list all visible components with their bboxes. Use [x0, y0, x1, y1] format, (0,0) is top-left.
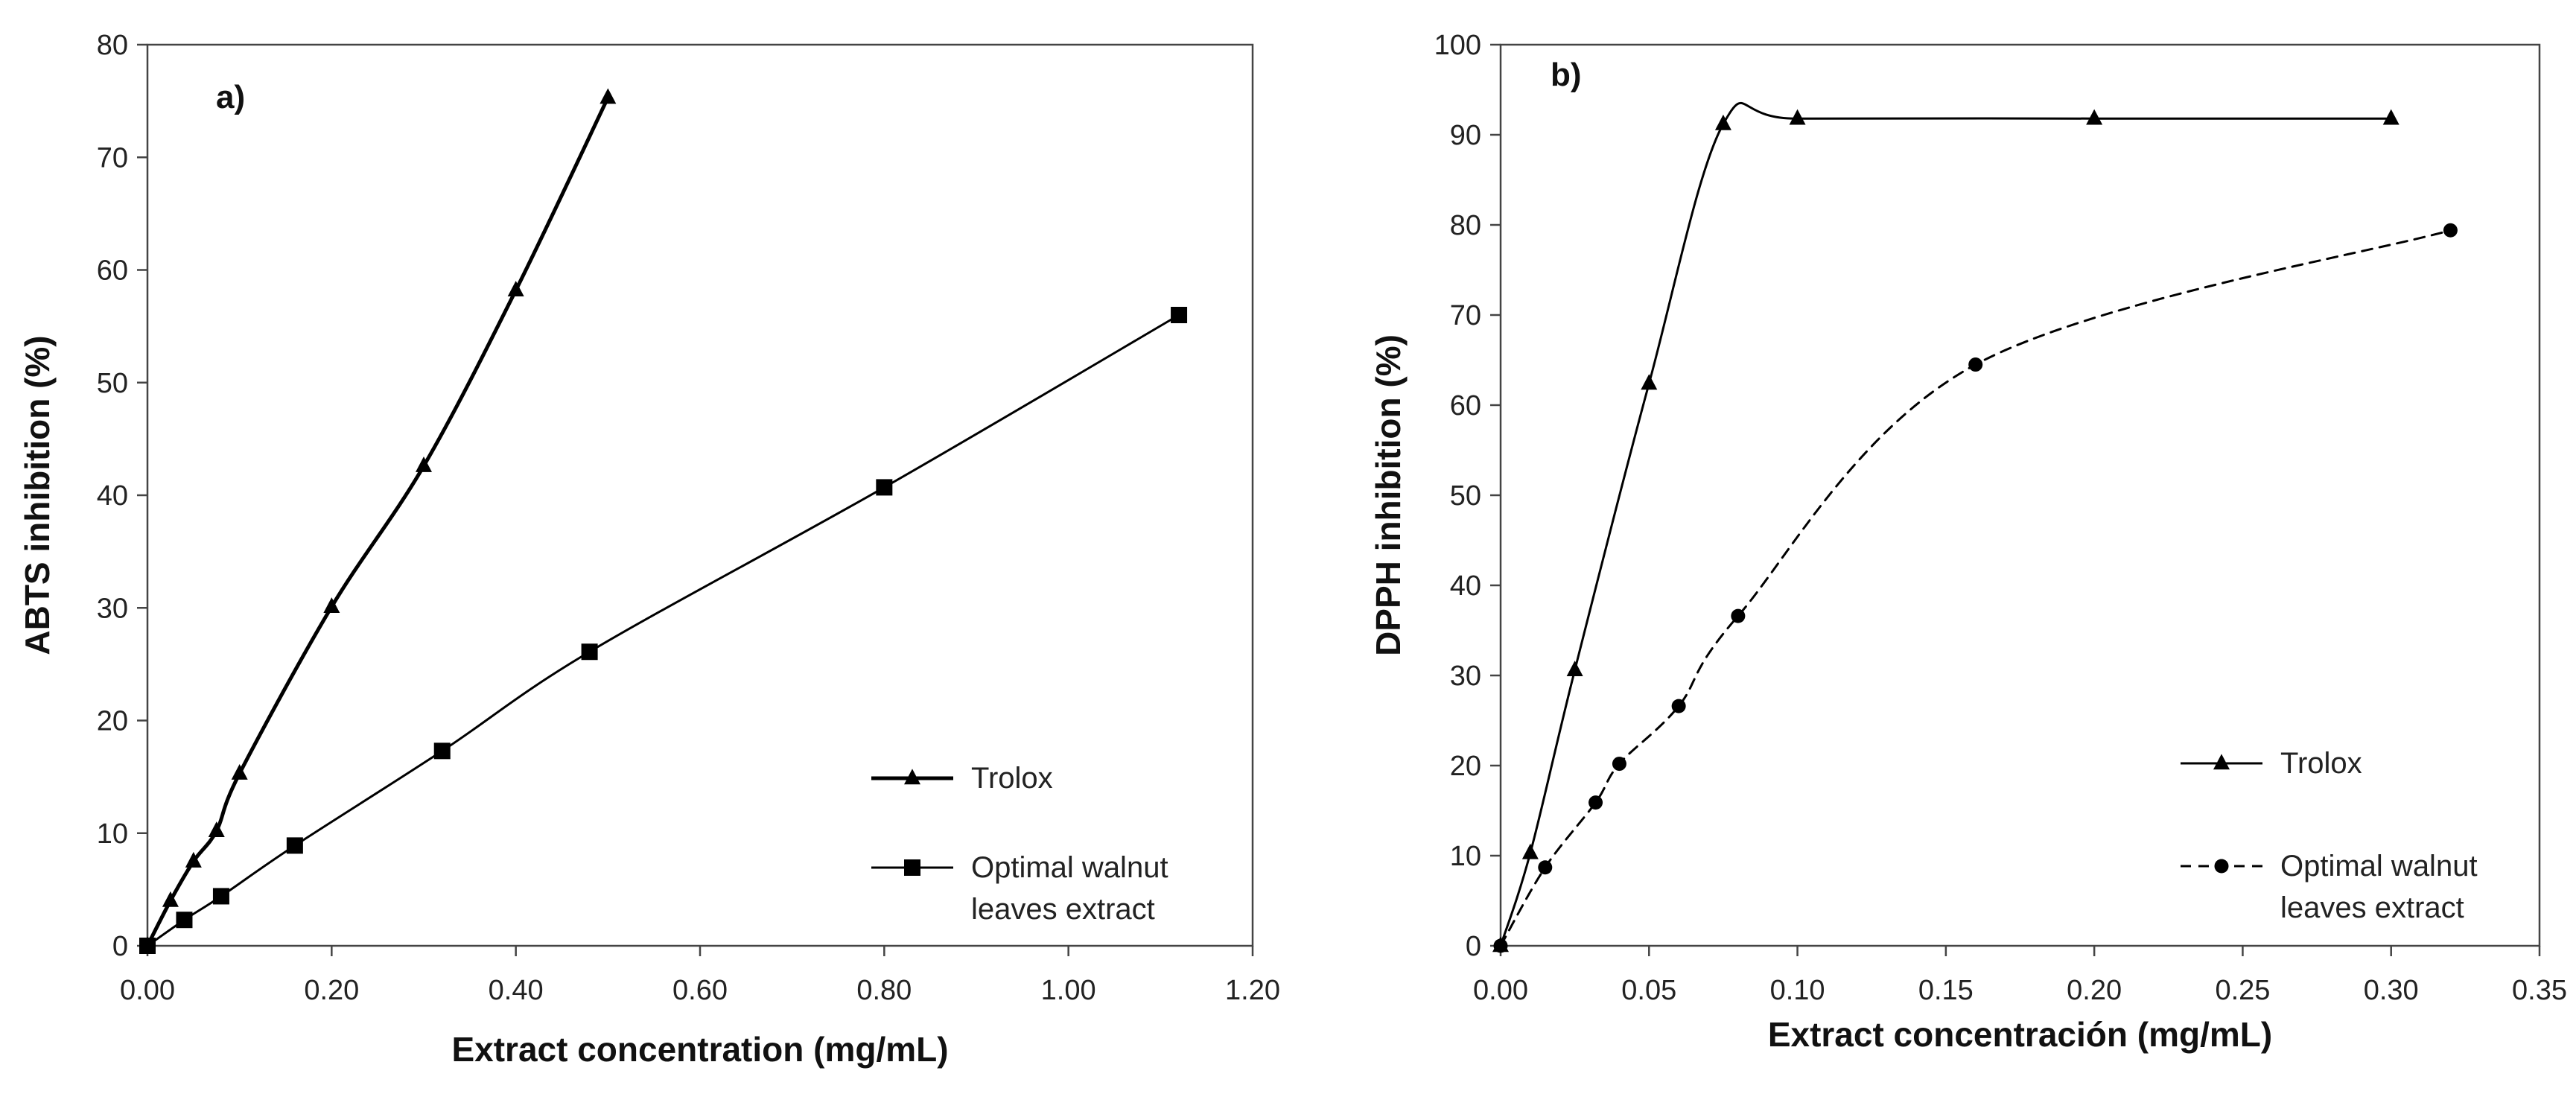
y-tick-label: 90: [1450, 120, 1481, 151]
data-point: [1968, 357, 1983, 372]
series-trolox: [1492, 102, 2400, 953]
series-trolox: [139, 88, 617, 953]
y-tick-label: 100: [1434, 30, 1481, 61]
y-tick-label: 80: [97, 30, 128, 61]
data-point: [162, 891, 179, 907]
x-tick-label: 0.35: [2512, 975, 2567, 1006]
data-point: [212, 888, 229, 905]
y-tick-label: 80: [1450, 210, 1481, 241]
data-point: [139, 938, 156, 954]
data-point: [323, 597, 340, 613]
data-point: [1493, 938, 1508, 953]
x-tick-label: 0.60: [672, 975, 728, 1006]
legend: Trolox Optimal walnut leaves extract: [2181, 747, 2478, 924]
chart-panel-dpph: 0 10 20 30 40 50 60 70 80 90 100 0.00 0.05 0.10 0.15 0.…: [1369, 30, 2567, 1054]
y-axis-title: DPPH inhibition (%): [1369, 334, 1408, 656]
y-tick-label: 20: [1450, 751, 1481, 782]
series-line: [1499, 229, 2452, 947]
series-line: [1499, 102, 2393, 947]
data-point: [1521, 843, 1539, 859]
x-tick-label: 0.30: [2364, 975, 2419, 1006]
y-tick-label: 10: [1450, 841, 1481, 872]
y-tick-label: 10: [97, 818, 128, 850]
legend-label: Optimal walnut: [2280, 850, 2478, 882]
x-tick-label: 0.05: [1621, 975, 1676, 1006]
y-tick-label: 60: [97, 255, 128, 287]
x-tick-label: 0.10: [1770, 975, 1825, 1006]
data-point: [231, 763, 248, 780]
data-point: [600, 88, 617, 104]
y-tick-label: 70: [97, 142, 128, 174]
data-point: [2443, 223, 2458, 238]
x-tick-label: 0.20: [304, 975, 359, 1006]
x-axis-title: Extract concentración (mg/mL): [1768, 1015, 2272, 1054]
legend-marker: [2213, 754, 2230, 770]
legend-marker: [2214, 859, 2229, 874]
data-point: [208, 821, 225, 837]
legend-label: Trolox: [2280, 747, 2362, 780]
data-point: [876, 479, 893, 496]
data-point: [1171, 307, 1188, 323]
plot-area-frame: [1499, 43, 2541, 947]
y-tick-label: 50: [97, 368, 128, 399]
data-point: [1566, 661, 1583, 676]
data-point: [1671, 699, 1686, 713]
y-tick-label: 50: [1450, 480, 1481, 512]
legend-marker: [904, 859, 920, 876]
x-tick-label: 0.80: [856, 975, 912, 1006]
y-axis-title: ABTS inhibition (%): [18, 335, 57, 655]
data-point: [1789, 109, 1806, 125]
legend-label: leaves extract: [2280, 891, 2464, 924]
data-point: [1588, 795, 1603, 810]
y-tick-label: 0: [112, 931, 128, 962]
series-walnut-extract: [139, 307, 1188, 954]
panel-label: b): [1551, 57, 1582, 93]
data-point: [1641, 374, 1658, 390]
y-tick-label: 20: [97, 706, 128, 737]
legend: Trolox Optimal walnut leaves extract: [871, 762, 1168, 926]
legend-marker: [904, 769, 920, 785]
series-walnut-extract: [1493, 223, 2458, 953]
x-tick-label: 0.20: [2067, 975, 2122, 1006]
legend-label: leaves extract: [971, 893, 1155, 926]
chart-panel-abts: 0 10 20 30 40 50 60 70 80 0.00 0.20 0.40 0.60 0.80 1.0…: [18, 30, 1280, 1069]
legend-label: Optimal walnut: [971, 851, 1168, 884]
series-line: [145, 95, 610, 948]
data-point: [1714, 114, 1731, 130]
data-point: [176, 912, 193, 929]
data-point: [507, 281, 524, 296]
data-point: [1731, 608, 1746, 623]
plot-area-frame: [146, 43, 1254, 947]
data-point: [2086, 109, 2103, 125]
x-tick-label: 0.15: [1918, 975, 1974, 1006]
data-point: [1612, 757, 1626, 772]
y-tick-label: 70: [1450, 300, 1481, 331]
x-tick-label: 0.25: [2215, 975, 2270, 1006]
y-tick-label: 30: [97, 593, 128, 624]
data-point: [416, 457, 432, 472]
data-point: [286, 837, 303, 854]
x-axis-title: Extract concentration (mg/mL): [451, 1030, 948, 1069]
y-tick-label: 40: [97, 480, 128, 512]
data-point: [581, 643, 598, 661]
panel-label: a): [216, 79, 245, 115]
y-tick-label: 0: [1466, 931, 1481, 962]
x-tick-label: 0.40: [489, 975, 544, 1006]
legend-label: Trolox: [971, 762, 1053, 795]
x-tick-label: 0.00: [1473, 975, 1528, 1006]
x-tick-label: 1.00: [1041, 975, 1096, 1006]
data-point: [185, 851, 202, 868]
data-point: [433, 742, 451, 760]
data-point: [1538, 860, 1553, 875]
y-tick-label: 40: [1450, 570, 1481, 602]
data-point: [2382, 109, 2400, 125]
y-tick-label: 60: [1450, 390, 1481, 422]
x-tick-label: 1.20: [1225, 975, 1280, 1006]
y-tick-label: 30: [1450, 661, 1481, 692]
x-tick-label: 0.00: [120, 975, 175, 1006]
